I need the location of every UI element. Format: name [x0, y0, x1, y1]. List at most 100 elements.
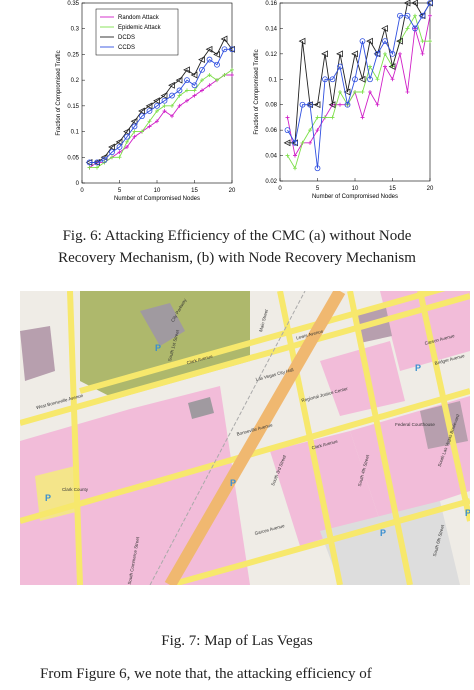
marker	[427, 0, 433, 6]
marker	[383, 51, 387, 56]
marker	[368, 90, 372, 94]
marker	[101, 156, 108, 163]
marker	[314, 165, 321, 172]
marker	[206, 56, 213, 63]
marker	[140, 129, 144, 134]
marker	[155, 109, 159, 113]
marker	[360, 90, 365, 94]
marker	[155, 119, 159, 124]
marker	[229, 46, 235, 53]
marker	[192, 93, 197, 98]
parking-icon: P	[45, 493, 51, 503]
marker	[205, 45, 213, 53]
marker	[185, 88, 189, 93]
marker	[230, 73, 234, 77]
marker	[168, 81, 175, 89]
marker	[292, 139, 298, 146]
series-line	[89, 48, 232, 163]
marker	[388, 63, 396, 71]
marker	[154, 102, 160, 109]
marker	[374, 50, 381, 57]
marker	[198, 56, 205, 64]
parking-icon: P	[230, 478, 236, 488]
marker	[200, 78, 204, 83]
building	[20, 326, 55, 381]
y-tick-label: 0.25	[67, 52, 79, 58]
marker	[132, 129, 137, 134]
marker	[382, 38, 388, 45]
marker	[147, 119, 152, 124]
marker	[132, 134, 137, 139]
marker	[124, 133, 130, 140]
series-line	[287, 15, 431, 157]
marker	[221, 46, 228, 53]
y-tick-label: 0.08	[265, 103, 277, 109]
block	[320, 341, 405, 416]
body-text: From Figure 6, we note that, the attacki…	[40, 666, 372, 682]
y-tick-label: 0.1	[71, 130, 80, 136]
marker	[139, 113, 145, 120]
building	[140, 303, 185, 346]
marker	[116, 144, 123, 150]
y-axis-label: Fraction of Compromised Traffic	[254, 49, 260, 134]
series-line	[287, 2, 431, 169]
marker	[177, 103, 182, 108]
marker	[375, 77, 380, 82]
marker	[366, 37, 373, 45]
marker	[283, 139, 291, 147]
marker	[396, 37, 403, 45]
y-tick-label: 0.35	[67, 1, 79, 7]
marker	[413, 13, 417, 18]
marker	[344, 101, 351, 108]
marker	[411, 0, 418, 7]
marker	[330, 115, 335, 120]
x-tick-label: 5	[316, 186, 320, 192]
y-tick-label: 0.04	[265, 154, 277, 160]
marker	[284, 127, 291, 134]
marker	[353, 90, 357, 94]
marker	[315, 128, 320, 133]
marker	[419, 12, 426, 19]
marker	[147, 124, 152, 129]
x-axis-label: Number of Compromised Nodes	[114, 196, 200, 202]
block	[380, 291, 470, 371]
marker	[95, 165, 99, 170]
marker	[87, 165, 92, 170]
x-tick-label: 0	[80, 188, 84, 194]
parking-icon: P	[415, 363, 421, 373]
series-line	[89, 38, 233, 163]
marker	[115, 138, 123, 146]
marker	[383, 64, 387, 69]
marker	[131, 123, 138, 130]
y-tick-label: 0.12	[265, 52, 277, 58]
x-tick-label: 20	[427, 186, 434, 192]
marker	[338, 90, 342, 94]
map-label: Clark Avenue	[186, 354, 214, 366]
marker	[398, 51, 402, 56]
fig6-caption: Fig. 6: Attacking Efficiency of the CMC …	[0, 225, 474, 269]
marker	[368, 64, 372, 69]
marker	[109, 149, 115, 156]
map-label: Federal Courthouse	[395, 422, 435, 427]
parking-icon: P	[380, 528, 386, 538]
marker	[108, 143, 115, 151]
marker	[299, 101, 306, 108]
marker	[220, 35, 228, 43]
marker	[207, 73, 212, 77]
fig7-caption: Fig. 7: Map of Las Vegas	[161, 633, 313, 649]
marker	[184, 77, 190, 84]
marker	[110, 155, 114, 160]
y-tick-label: 0.14	[265, 26, 277, 32]
marker	[207, 83, 212, 88]
marker	[352, 76, 358, 83]
marker	[322, 76, 328, 83]
marker	[138, 107, 145, 115]
figure-6: 00.050.10.150.20.250.30.350 5 10 15 20Number…	[56, 0, 434, 202]
marker	[308, 128, 312, 133]
marker	[86, 159, 93, 166]
marker	[191, 82, 198, 89]
marker	[323, 115, 327, 120]
x-tick-label: 15	[389, 186, 396, 192]
marker	[117, 150, 122, 155]
